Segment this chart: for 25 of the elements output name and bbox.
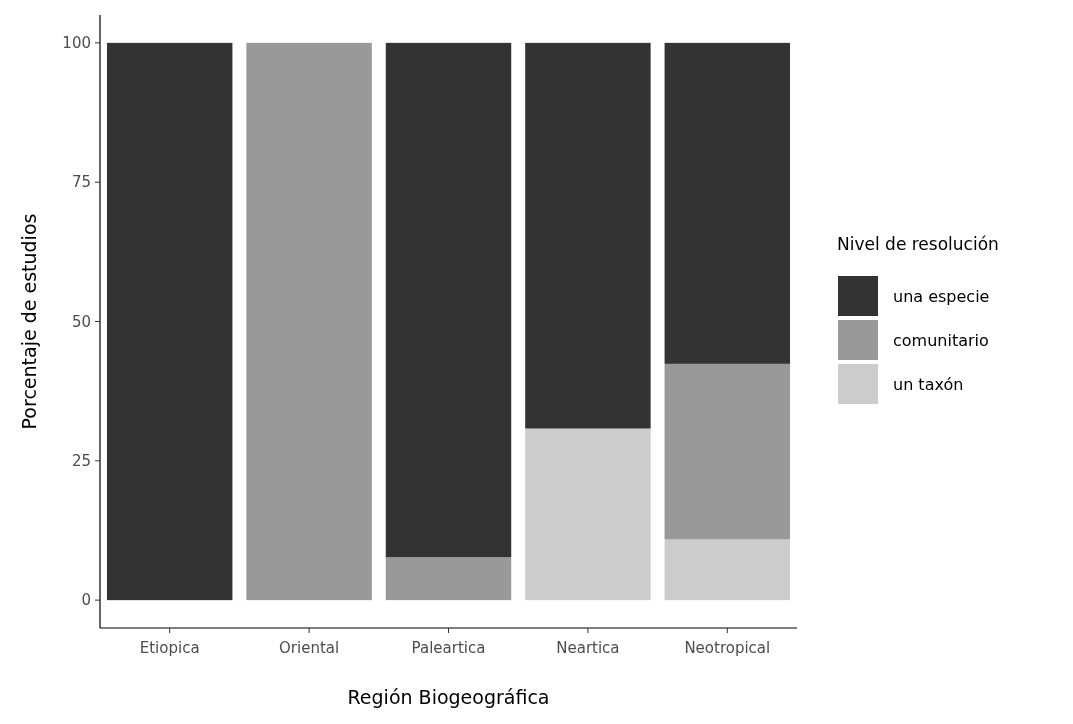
x-tick-label: Neotropical [684, 639, 771, 657]
x-axis-title: Región Biogeográfica [347, 686, 550, 708]
bar [664, 363, 791, 540]
text: un taxón [893, 374, 964, 394]
x-tick-label: Oriental [279, 639, 340, 657]
bar [385, 42, 512, 558]
x-tick-label: Paleartica [411, 639, 486, 657]
legend-title: Nivel de resolución [837, 234, 999, 254]
y-tick-label: 25 [71, 452, 91, 471]
bar [525, 42, 651, 429]
y-axis-title: Porcentaje de estudios [18, 213, 40, 430]
bar [385, 557, 512, 601]
x-tick-label: Etiopica [139, 639, 200, 657]
bar [664, 539, 791, 601]
y-tick-label: 75 [71, 173, 91, 192]
x-tick-label: Neartica [556, 639, 620, 657]
bar [106, 42, 233, 601]
y-tick-label: 50 [71, 312, 91, 331]
bar [664, 42, 791, 364]
y-tick-label: 100 [62, 34, 91, 53]
bar [246, 42, 372, 601]
y-tick-label: 0 [81, 591, 91, 610]
text: comunitario [893, 330, 989, 350]
bar [525, 428, 651, 601]
text: una especie [893, 286, 990, 306]
